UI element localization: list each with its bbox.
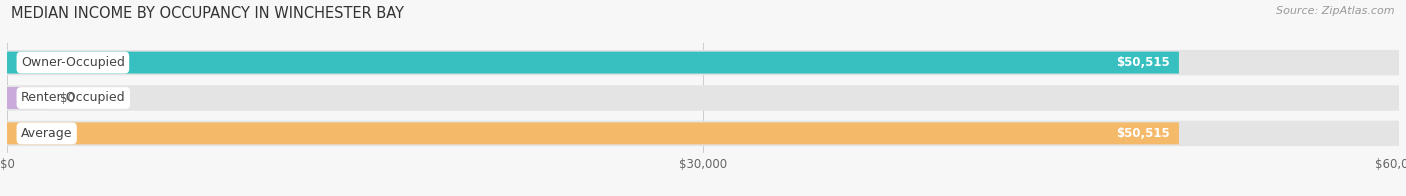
Text: Owner-Occupied: Owner-Occupied — [21, 56, 125, 69]
Text: MEDIAN INCOME BY OCCUPANCY IN WINCHESTER BAY: MEDIAN INCOME BY OCCUPANCY IN WINCHESTER… — [11, 6, 405, 21]
FancyBboxPatch shape — [7, 87, 49, 109]
Text: Renter-Occupied: Renter-Occupied — [21, 92, 125, 104]
Text: $50,515: $50,515 — [1116, 127, 1170, 140]
Text: Average: Average — [21, 127, 73, 140]
FancyBboxPatch shape — [7, 50, 1399, 75]
FancyBboxPatch shape — [7, 121, 1399, 146]
Text: $0: $0 — [60, 92, 76, 104]
Text: $50,515: $50,515 — [1116, 56, 1170, 69]
FancyBboxPatch shape — [7, 122, 1178, 144]
Text: Source: ZipAtlas.com: Source: ZipAtlas.com — [1277, 6, 1395, 16]
FancyBboxPatch shape — [7, 52, 1178, 74]
FancyBboxPatch shape — [7, 85, 1399, 111]
